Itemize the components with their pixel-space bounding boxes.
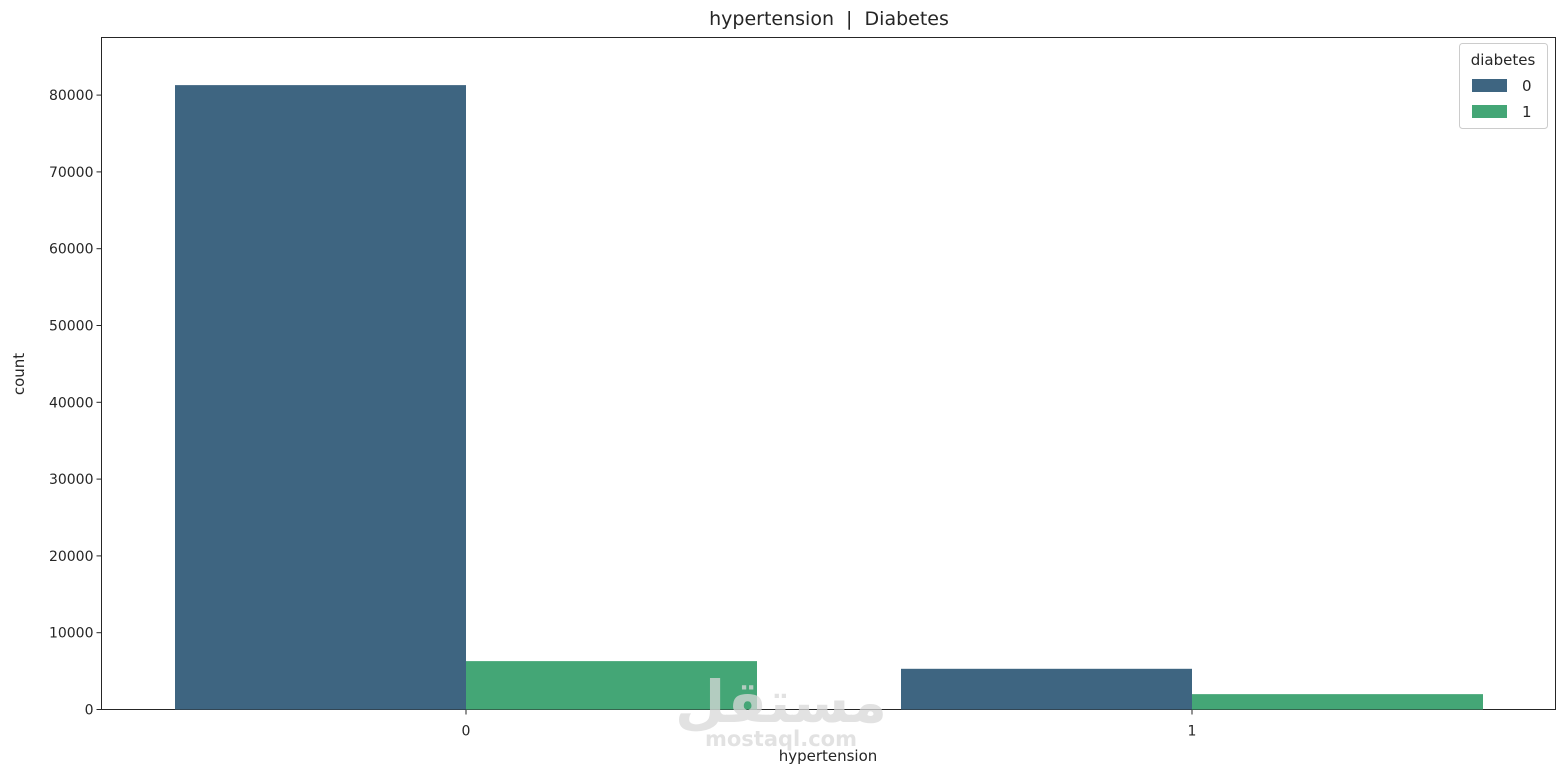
y-tick-label: 80000 bbox=[49, 88, 94, 104]
watermark-site: mostaql.com bbox=[705, 727, 857, 751]
plot-area bbox=[101, 37, 1556, 710]
bar-hyp0-diab0 bbox=[175, 85, 466, 710]
y-tick-label: 30000 bbox=[49, 472, 94, 488]
y-tick-label: 20000 bbox=[49, 549, 94, 565]
y-tick-label: 40000 bbox=[49, 395, 94, 411]
legend-swatch-1 bbox=[1472, 105, 1507, 118]
bar-hyp1-diab0 bbox=[901, 668, 1192, 710]
legend-title: diabetes bbox=[1471, 51, 1536, 69]
y-axis-label: count bbox=[10, 353, 28, 395]
x-tick-label: 1 bbox=[1188, 724, 1197, 740]
bar-hyp0-diab1 bbox=[466, 661, 757, 710]
x-axis-label: hypertension bbox=[779, 747, 878, 765]
y-tick-label: 70000 bbox=[49, 165, 94, 181]
y-axis: 0 10000 20000 30000 40000 50000 60000 70000 8000… bbox=[49, 88, 102, 719]
legend-swatch-0 bbox=[1472, 79, 1507, 92]
y-tick-label: 60000 bbox=[49, 242, 94, 258]
watermark: مستقل mostaql.com bbox=[675, 668, 887, 751]
y-tick-label: 10000 bbox=[49, 626, 94, 642]
y-tick-label: 0 bbox=[85, 703, 94, 719]
x-tick-label: 0 bbox=[462, 724, 471, 740]
bars-group bbox=[175, 85, 1483, 710]
legend-label-1: 1 bbox=[1522, 103, 1532, 121]
legend: diabetes 01 bbox=[1459, 43, 1548, 129]
legend-items: 01 bbox=[1472, 77, 1532, 121]
legend-label-0: 0 bbox=[1522, 77, 1532, 95]
watermark-logo: مستقل bbox=[675, 668, 887, 736]
chart-title: hypertension | Diabetes bbox=[709, 8, 949, 30]
bar-hyp1-diab1 bbox=[1192, 694, 1483, 710]
y-tick-label: 50000 bbox=[49, 319, 94, 335]
